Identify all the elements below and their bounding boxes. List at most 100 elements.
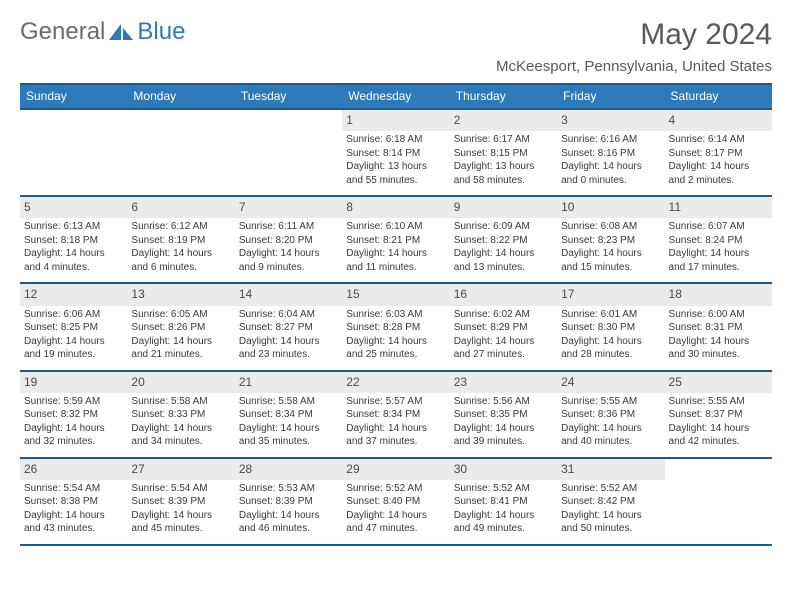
day-number: 21 bbox=[235, 372, 342, 393]
day-number: 16 bbox=[450, 284, 557, 305]
sunset-text: Sunset: 8:39 PM bbox=[131, 495, 230, 509]
calendar-day-empty bbox=[665, 459, 772, 544]
day-number: 25 bbox=[665, 372, 772, 393]
daylight-text: Daylight: 14 hours and 4 minutes. bbox=[24, 247, 123, 274]
sunrise-text: Sunrise: 5:54 AM bbox=[131, 482, 230, 496]
sunrise-text: Sunrise: 6:13 AM bbox=[24, 220, 123, 234]
day-number: 19 bbox=[20, 372, 127, 393]
sunrise-text: Sunrise: 6:12 AM bbox=[131, 220, 230, 234]
sunrise-text: Sunrise: 5:59 AM bbox=[24, 395, 123, 409]
day-number: 10 bbox=[557, 197, 664, 218]
logo-text-general: General bbox=[20, 18, 105, 46]
calendar-day: 19Sunrise: 5:59 AMSunset: 8:32 PMDayligh… bbox=[20, 372, 127, 457]
page-header: General Blue May 2024 McKeesport, Pennsy… bbox=[0, 0, 792, 77]
sunset-text: Sunset: 8:25 PM bbox=[24, 321, 123, 335]
sunset-text: Sunset: 8:34 PM bbox=[239, 408, 338, 422]
sunrise-text: Sunrise: 5:58 AM bbox=[131, 395, 230, 409]
sunrise-text: Sunrise: 6:04 AM bbox=[239, 308, 338, 322]
calendar-day-empty bbox=[127, 110, 234, 195]
daylight-text: Daylight: 14 hours and 47 minutes. bbox=[346, 509, 445, 536]
daylight-text: Daylight: 14 hours and 9 minutes. bbox=[239, 247, 338, 274]
sunrise-text: Sunrise: 6:18 AM bbox=[346, 133, 445, 147]
calendar-week: 5Sunrise: 6:13 AMSunset: 8:18 PMDaylight… bbox=[20, 195, 772, 282]
dayname-friday: Friday bbox=[557, 85, 664, 108]
calendar-day: 22Sunrise: 5:57 AMSunset: 8:34 PMDayligh… bbox=[342, 372, 449, 457]
page-subtitle: McKeesport, Pennsylvania, United States bbox=[496, 58, 772, 75]
daylight-text: Daylight: 14 hours and 28 minutes. bbox=[561, 335, 660, 362]
sunrise-text: Sunrise: 5:54 AM bbox=[24, 482, 123, 496]
calendar-day: 17Sunrise: 6:01 AMSunset: 8:30 PMDayligh… bbox=[557, 284, 664, 369]
calendar-day: 24Sunrise: 5:55 AMSunset: 8:36 PMDayligh… bbox=[557, 372, 664, 457]
calendar-day: 11Sunrise: 6:07 AMSunset: 8:24 PMDayligh… bbox=[665, 197, 772, 282]
sunset-text: Sunset: 8:20 PM bbox=[239, 234, 338, 248]
sunset-text: Sunset: 8:40 PM bbox=[346, 495, 445, 509]
calendar-day: 4Sunrise: 6:14 AMSunset: 8:17 PMDaylight… bbox=[665, 110, 772, 195]
sunset-text: Sunset: 8:27 PM bbox=[239, 321, 338, 335]
calendar-day: 20Sunrise: 5:58 AMSunset: 8:33 PMDayligh… bbox=[127, 372, 234, 457]
calendar-day: 14Sunrise: 6:04 AMSunset: 8:27 PMDayligh… bbox=[235, 284, 342, 369]
day-number: 28 bbox=[235, 459, 342, 480]
daylight-text: Daylight: 14 hours and 45 minutes. bbox=[131, 509, 230, 536]
sunset-text: Sunset: 8:19 PM bbox=[131, 234, 230, 248]
calendar-week: 12Sunrise: 6:06 AMSunset: 8:25 PMDayligh… bbox=[20, 282, 772, 369]
daylight-text: Daylight: 14 hours and 21 minutes. bbox=[131, 335, 230, 362]
sunrise-text: Sunrise: 6:00 AM bbox=[669, 308, 768, 322]
day-number: 23 bbox=[450, 372, 557, 393]
calendar-bottom-border bbox=[20, 544, 772, 546]
title-block: May 2024 McKeesport, Pennsylvania, Unite… bbox=[496, 18, 772, 75]
sunrise-text: Sunrise: 6:16 AM bbox=[561, 133, 660, 147]
sunset-text: Sunset: 8:23 PM bbox=[561, 234, 660, 248]
daylight-text: Daylight: 14 hours and 27 minutes. bbox=[454, 335, 553, 362]
calendar-week: 1Sunrise: 6:18 AMSunset: 8:14 PMDaylight… bbox=[20, 108, 772, 195]
calendar-day: 5Sunrise: 6:13 AMSunset: 8:18 PMDaylight… bbox=[20, 197, 127, 282]
sunrise-text: Sunrise: 5:52 AM bbox=[346, 482, 445, 496]
day-number: 12 bbox=[20, 284, 127, 305]
sunset-text: Sunset: 8:18 PM bbox=[24, 234, 123, 248]
sunset-text: Sunset: 8:15 PM bbox=[454, 147, 553, 161]
sunset-text: Sunset: 8:37 PM bbox=[669, 408, 768, 422]
day-number: 14 bbox=[235, 284, 342, 305]
day-number: 6 bbox=[127, 197, 234, 218]
dayname-sunday: Sunday bbox=[20, 85, 127, 108]
dayname-thursday: Thursday bbox=[450, 85, 557, 108]
daylight-text: Daylight: 14 hours and 50 minutes. bbox=[561, 509, 660, 536]
calendar-daynames-row: SundayMondayTuesdayWednesdayThursdayFrid… bbox=[20, 83, 772, 108]
calendar-day: 9Sunrise: 6:09 AMSunset: 8:22 PMDaylight… bbox=[450, 197, 557, 282]
daylight-text: Daylight: 13 hours and 55 minutes. bbox=[346, 160, 445, 187]
day-number: 13 bbox=[127, 284, 234, 305]
sunset-text: Sunset: 8:35 PM bbox=[454, 408, 553, 422]
sunrise-text: Sunrise: 6:03 AM bbox=[346, 308, 445, 322]
daylight-text: Daylight: 14 hours and 37 minutes. bbox=[346, 422, 445, 449]
day-number: 31 bbox=[557, 459, 664, 480]
sunrise-text: Sunrise: 6:08 AM bbox=[561, 220, 660, 234]
sunset-text: Sunset: 8:22 PM bbox=[454, 234, 553, 248]
daylight-text: Daylight: 14 hours and 34 minutes. bbox=[131, 422, 230, 449]
day-number: 3 bbox=[557, 110, 664, 131]
calendar-day: 21Sunrise: 5:58 AMSunset: 8:34 PMDayligh… bbox=[235, 372, 342, 457]
day-number: 4 bbox=[665, 110, 772, 131]
sunset-text: Sunset: 8:14 PM bbox=[346, 147, 445, 161]
calendar-day: 6Sunrise: 6:12 AMSunset: 8:19 PMDaylight… bbox=[127, 197, 234, 282]
daylight-text: Daylight: 14 hours and 19 minutes. bbox=[24, 335, 123, 362]
calendar-day: 25Sunrise: 5:55 AMSunset: 8:37 PMDayligh… bbox=[665, 372, 772, 457]
sunset-text: Sunset: 8:30 PM bbox=[561, 321, 660, 335]
calendar-day: 27Sunrise: 5:54 AMSunset: 8:39 PMDayligh… bbox=[127, 459, 234, 544]
calendar-day-empty bbox=[20, 110, 127, 195]
sunset-text: Sunset: 8:41 PM bbox=[454, 495, 553, 509]
daylight-text: Daylight: 14 hours and 35 minutes. bbox=[239, 422, 338, 449]
day-number: 2 bbox=[450, 110, 557, 131]
day-number: 15 bbox=[342, 284, 449, 305]
day-number: 29 bbox=[342, 459, 449, 480]
calendar-day: 23Sunrise: 5:56 AMSunset: 8:35 PMDayligh… bbox=[450, 372, 557, 457]
day-number: 30 bbox=[450, 459, 557, 480]
day-number: 18 bbox=[665, 284, 772, 305]
daylight-text: Daylight: 14 hours and 39 minutes. bbox=[454, 422, 553, 449]
daylight-text: Daylight: 13 hours and 58 minutes. bbox=[454, 160, 553, 187]
calendar-day: 8Sunrise: 6:10 AMSunset: 8:21 PMDaylight… bbox=[342, 197, 449, 282]
sunset-text: Sunset: 8:24 PM bbox=[669, 234, 768, 248]
sunrise-text: Sunrise: 6:05 AM bbox=[131, 308, 230, 322]
calendar-day: 26Sunrise: 5:54 AMSunset: 8:38 PMDayligh… bbox=[20, 459, 127, 544]
daylight-text: Daylight: 14 hours and 0 minutes. bbox=[561, 160, 660, 187]
sunrise-text: Sunrise: 6:06 AM bbox=[24, 308, 123, 322]
calendar-day: 2Sunrise: 6:17 AMSunset: 8:15 PMDaylight… bbox=[450, 110, 557, 195]
